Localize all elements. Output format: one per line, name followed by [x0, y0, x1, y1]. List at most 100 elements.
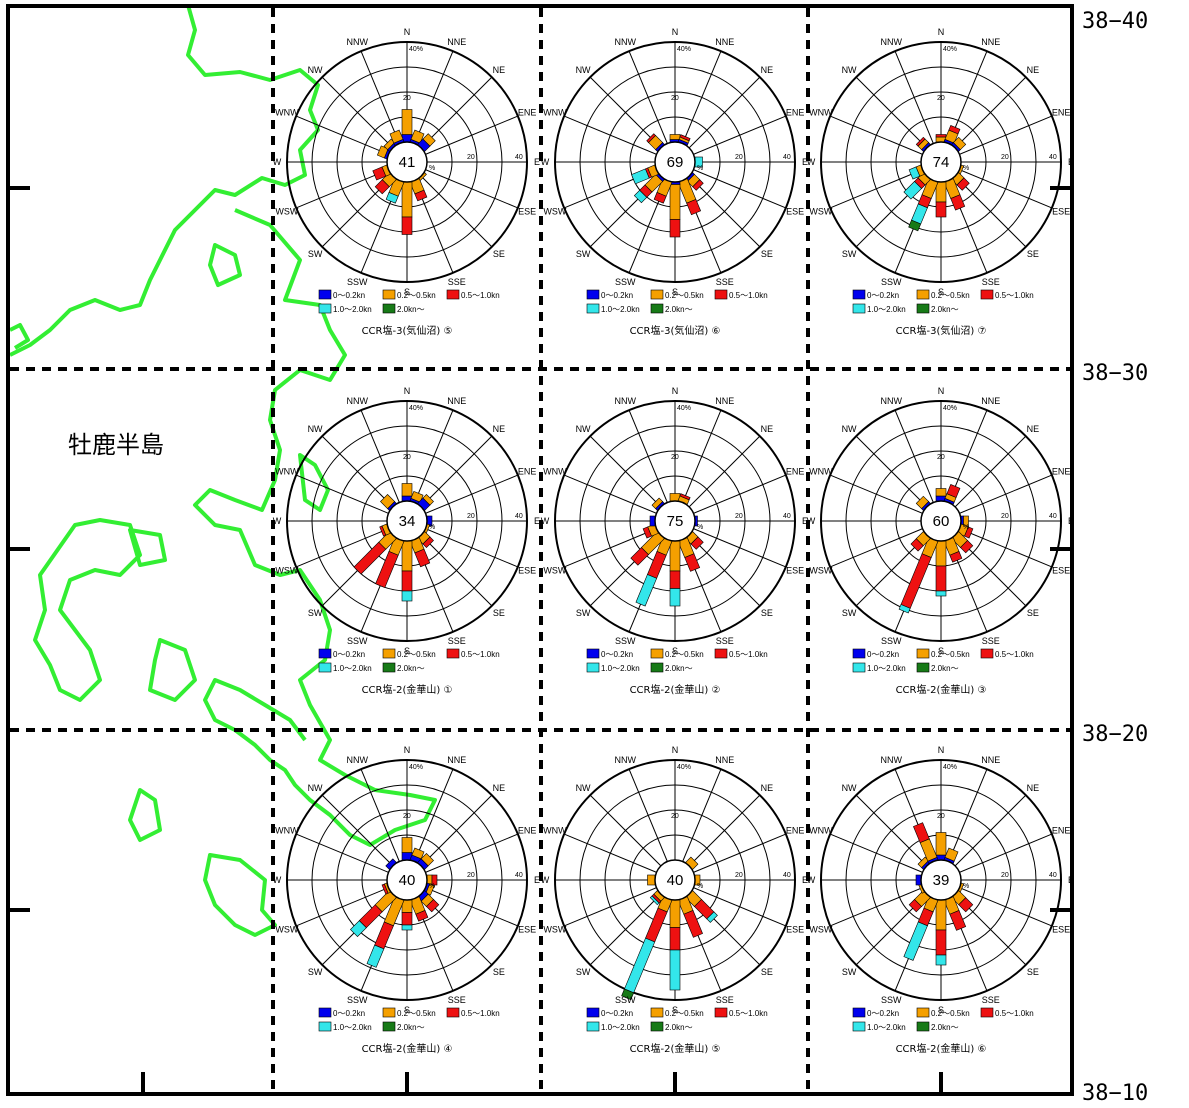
legend-swatch-1: [382, 289, 396, 300]
wind-rose-1: 41 40% 20 20 40% N NNE NE ENE E ESE SE SSE S SSW SW WSW W…: [273, 27, 540, 337]
legend-label-3: 1.0〜2.0kn: [601, 1023, 640, 1032]
direction-label-E: E: [534, 157, 540, 167]
bar-segment-SSE-2: [949, 551, 963, 563]
bar-N: [935, 832, 947, 861]
direction-label-S: S: [404, 646, 410, 656]
bar-NE: [417, 133, 436, 152]
direction-label-NNW: NNW: [881, 396, 903, 406]
legend-label-1: 0.2〜0.5kn: [397, 650, 436, 659]
legend-label-4: 2.0kn〜: [931, 664, 959, 673]
bar-segment-SW-3: [649, 895, 660, 906]
legend-label-1: 0.2〜0.5kn: [931, 291, 970, 300]
percent-sign: %: [697, 165, 703, 172]
bar-segment-SSE-2: [414, 548, 431, 568]
bar-SSE: [677, 896, 703, 938]
legend-swatch-0: [852, 1007, 866, 1018]
bar-NNE: [677, 134, 691, 146]
bar-segment-SE-2: [956, 177, 970, 191]
bar-segment-SW-2: [374, 179, 390, 195]
legend-swatch-0: [586, 648, 600, 659]
legend-label-0: 0〜0.2kn: [601, 650, 633, 659]
rose-ring: [554, 759, 796, 1001]
ring-label-20: 20: [403, 813, 411, 820]
direction-label-W: W: [541, 875, 550, 885]
ring-label-40: 40%: [409, 405, 423, 412]
legend-swatch-1: [650, 648, 664, 659]
direction-label-SSW: SSW: [347, 277, 368, 287]
bar-segment-S-1: [935, 181, 947, 203]
legend-label-1: 0.2〜0.5kn: [665, 1009, 704, 1018]
legend-label-4: 2.0kn〜: [931, 1023, 959, 1032]
rose-ring: [311, 784, 503, 976]
calm-count: 39: [933, 872, 950, 889]
ring-label-40: 40%: [409, 764, 423, 771]
bar-segment-NNE-1: [410, 490, 424, 503]
coastline-segment: [193, 208, 437, 847]
grid-frame: [6, 4, 1074, 1096]
legend-swatch-3: [318, 662, 332, 673]
bar-SSE: [409, 178, 428, 202]
legend-swatch-1: [916, 289, 930, 300]
bar-segment-NNW-1: [389, 129, 404, 144]
bar-segment-NNE-2: [946, 484, 961, 498]
lat-label-38-40: 38−40: [1082, 9, 1148, 34]
bar-NNE: [943, 484, 961, 505]
rose-ring: [311, 66, 503, 258]
bar-S: [669, 181, 681, 238]
rose-ring: [286, 759, 528, 1001]
rose-legend: 0〜0.2kn 0.2〜0.5kn 0.5〜1.0kn 1.0〜2.0kn 2.0kn〜: [318, 289, 500, 314]
legend-label-2: 0.5〜1.0kn: [995, 1009, 1034, 1018]
direction-label-ESE: ESE: [1052, 925, 1070, 935]
wind-rose-7: 40 40% 20 20 40% N NNE NE ENE E ESE SE SSE S SSW SW WSW W…: [273, 745, 540, 1055]
ring-label-east-20: 20: [467, 154, 475, 161]
bar-segment-NNE-1: [944, 847, 959, 862]
direction-label-SE: SE: [1027, 967, 1039, 977]
wind-rose-9: 39 40% 20 20 40% N NNE NE ENE E ESE SE SSE S SSW SW WSW W…: [807, 745, 1074, 1055]
bar-segment-SSW-4: [908, 219, 922, 232]
coastline-segment: [208, 243, 242, 287]
ring-label-east-40: 40: [515, 154, 523, 161]
bar-segment-S-3: [401, 590, 413, 602]
ring-label-20: 20: [403, 454, 411, 461]
legend-label-0: 0〜0.2kn: [333, 1009, 365, 1018]
bar-segment-SE-3: [706, 911, 718, 923]
calm-circle: [654, 141, 696, 183]
legend-label-0: 0〜0.2kn: [867, 650, 899, 659]
bar-SSW: [898, 537, 939, 614]
bar-SSW: [653, 178, 673, 204]
calm-count: 60: [933, 513, 950, 530]
direction-label-NW: NW: [308, 783, 323, 793]
calm-circle: [920, 500, 962, 542]
legend-swatch-3: [586, 1021, 600, 1032]
rose-caption: CCR塩-3(気仙沼) ⑦: [896, 324, 987, 337]
rose-caption: CCR塩-2(金華山) ⑥: [896, 1042, 987, 1055]
bar-N: [401, 483, 413, 502]
direction-label-WSW: WSW: [275, 925, 298, 935]
coastline-segment: [33, 518, 142, 702]
legend-swatch-3: [852, 303, 866, 314]
direction-label-WNW: WNW: [809, 107, 833, 117]
bar-segment-S-1: [401, 181, 413, 218]
rose-legend: 0〜0.2kn 0.2〜0.5kn 0.5〜1.0kn 1.0〜2.0kn 2.0kn〜: [318, 648, 500, 673]
legend-label-1: 0.2〜0.5kn: [397, 1009, 436, 1018]
ring-label-20: 20: [937, 454, 945, 461]
direction-label-NNE: NNE: [981, 37, 1000, 47]
rose-legend: 0〜0.2kn 0.2〜0.5kn 0.5〜1.0kn 1.0〜2.0kn 2.0kn〜: [586, 648, 768, 673]
ring-label-east-20: 20: [1001, 154, 1009, 161]
legend-swatch-2: [446, 648, 460, 659]
legend-swatch-0: [586, 289, 600, 300]
direction-label-S: S: [404, 1005, 410, 1015]
percent-sign: %: [963, 524, 969, 531]
wind-rose-6: 60 40% 20 20 40% N NNE NE ENE E ESE SE SSE S SSW SW WSW W…: [807, 386, 1074, 696]
direction-label-ESE: ESE: [786, 925, 804, 935]
bar-segment-S-1: [669, 540, 681, 572]
bar-segment-N-1: [401, 109, 413, 135]
legend-swatch-3: [586, 303, 600, 314]
legend-swatch-2: [980, 289, 994, 300]
bar-segment-S-2: [935, 201, 947, 218]
ring-label-20: 20: [937, 813, 945, 820]
direction-label-S: S: [404, 287, 410, 297]
direction-label-N: N: [404, 745, 411, 755]
legend-label-2: 0.5〜1.0kn: [995, 291, 1034, 300]
direction-label-NE: NE: [761, 65, 774, 75]
